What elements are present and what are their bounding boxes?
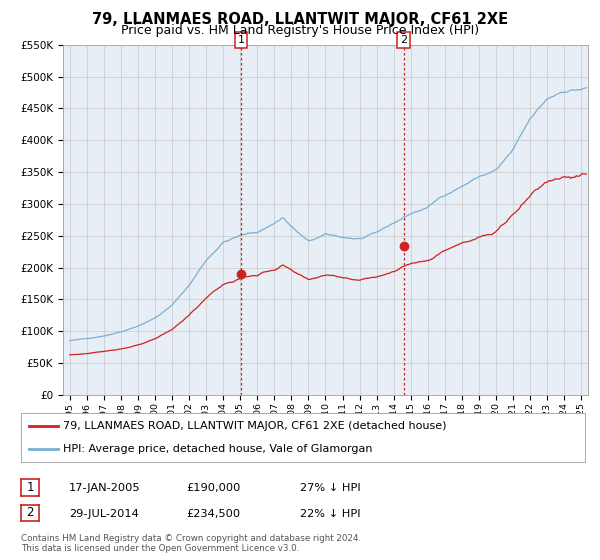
Text: 27% ↓ HPI: 27% ↓ HPI: [300, 483, 361, 493]
Text: This data is licensed under the Open Government Licence v3.0.: This data is licensed under the Open Gov…: [21, 544, 299, 553]
Text: £234,500: £234,500: [186, 509, 240, 519]
Text: 1: 1: [26, 480, 34, 494]
Text: 79, LLANMAES ROAD, LLANTWIT MAJOR, CF61 2XE: 79, LLANMAES ROAD, LLANTWIT MAJOR, CF61 …: [92, 12, 508, 27]
Text: HPI: Average price, detached house, Vale of Glamorgan: HPI: Average price, detached house, Vale…: [64, 444, 373, 454]
Text: 2: 2: [26, 506, 34, 520]
Text: Contains HM Land Registry data © Crown copyright and database right 2024.: Contains HM Land Registry data © Crown c…: [21, 534, 361, 543]
Text: 79, LLANMAES ROAD, LLANTWIT MAJOR, CF61 2XE (detached house): 79, LLANMAES ROAD, LLANTWIT MAJOR, CF61 …: [64, 421, 447, 431]
Text: 1: 1: [238, 35, 244, 45]
Text: 2: 2: [400, 35, 407, 45]
Text: £190,000: £190,000: [186, 483, 241, 493]
Text: Price paid vs. HM Land Registry's House Price Index (HPI): Price paid vs. HM Land Registry's House …: [121, 24, 479, 37]
Text: 22% ↓ HPI: 22% ↓ HPI: [300, 509, 361, 519]
Text: 17-JAN-2005: 17-JAN-2005: [69, 483, 140, 493]
Text: 29-JUL-2014: 29-JUL-2014: [69, 509, 139, 519]
